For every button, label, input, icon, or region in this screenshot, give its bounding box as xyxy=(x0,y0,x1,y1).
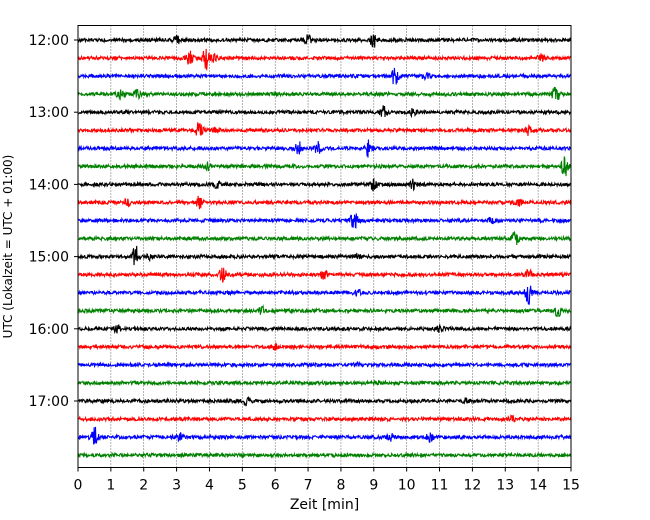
x-axis-ticks: 0 1 2 3 4 5 6 7 8 9 10 11 12 13 14 15 xyxy=(74,467,580,494)
x-tick-label: 11 xyxy=(431,478,449,494)
trace-17:30 xyxy=(77,426,572,445)
x-tick-label: 4 xyxy=(205,478,214,494)
x-tick-label: 1 xyxy=(106,478,115,494)
x-tick-label: 13 xyxy=(496,478,514,494)
x-tick-label: 3 xyxy=(172,478,181,494)
x-axis-label: Zeit [min] xyxy=(290,497,359,513)
trace-17:45 xyxy=(77,451,572,460)
trace-13:00 xyxy=(77,105,572,119)
trace-12:30 xyxy=(77,67,572,85)
trace-12:45 xyxy=(77,86,572,101)
y-tick-label: 12:00 xyxy=(29,33,69,49)
trace-14:45 xyxy=(77,231,572,245)
trace-15:15 xyxy=(77,267,572,283)
x-tick-label: 10 xyxy=(398,478,416,494)
x-tick-label: 5 xyxy=(238,478,247,494)
trace-12:00 xyxy=(77,34,572,48)
y-tick-label: 16:00 xyxy=(29,322,69,338)
y-tick-label: 14:00 xyxy=(29,177,69,193)
trace-16:30 xyxy=(77,360,572,369)
x-tick-label: 0 xyxy=(74,478,83,494)
trace-13:45 xyxy=(77,156,572,177)
x-tick-label: 2 xyxy=(139,478,148,494)
trace-13:15 xyxy=(77,122,572,137)
trace-15:45 xyxy=(77,304,572,318)
x-tick-label: 7 xyxy=(304,478,313,494)
x-tick-label: 8 xyxy=(336,478,345,494)
y-tick-label: 13:00 xyxy=(29,105,69,121)
x-tick-label: 12 xyxy=(463,478,481,494)
trace-17:15 xyxy=(77,414,572,423)
x-tick-label: 6 xyxy=(271,478,280,494)
x-tick-label: 9 xyxy=(369,478,378,494)
x-tick-label: 15 xyxy=(562,478,580,494)
trace-12:15 xyxy=(77,48,572,71)
y-tick-label: 15:00 xyxy=(29,250,69,266)
x-tick-label: 14 xyxy=(529,478,547,494)
trace-13:30 xyxy=(77,139,572,158)
trace-16:15 xyxy=(77,341,572,351)
y-tick-label: 17:00 xyxy=(29,394,69,410)
trace-14:00 xyxy=(77,177,572,192)
trace-17:00 xyxy=(77,396,572,407)
plot-frame xyxy=(77,25,572,468)
y-axis-label: UTC (Lokalzeit = UTC + 01:00) xyxy=(1,155,15,339)
trace-15:30 xyxy=(77,285,572,306)
trace-15:00 xyxy=(77,245,572,266)
y-axis-ticks: 12:00 13:00 14:00 15:00 16:00 17:00 xyxy=(29,33,78,410)
trace-14:15 xyxy=(77,195,572,210)
trace-16:45 xyxy=(77,379,572,387)
seismogram-traces xyxy=(77,34,572,460)
trace-14:30 xyxy=(77,213,572,229)
trace-16:00 xyxy=(77,324,572,335)
